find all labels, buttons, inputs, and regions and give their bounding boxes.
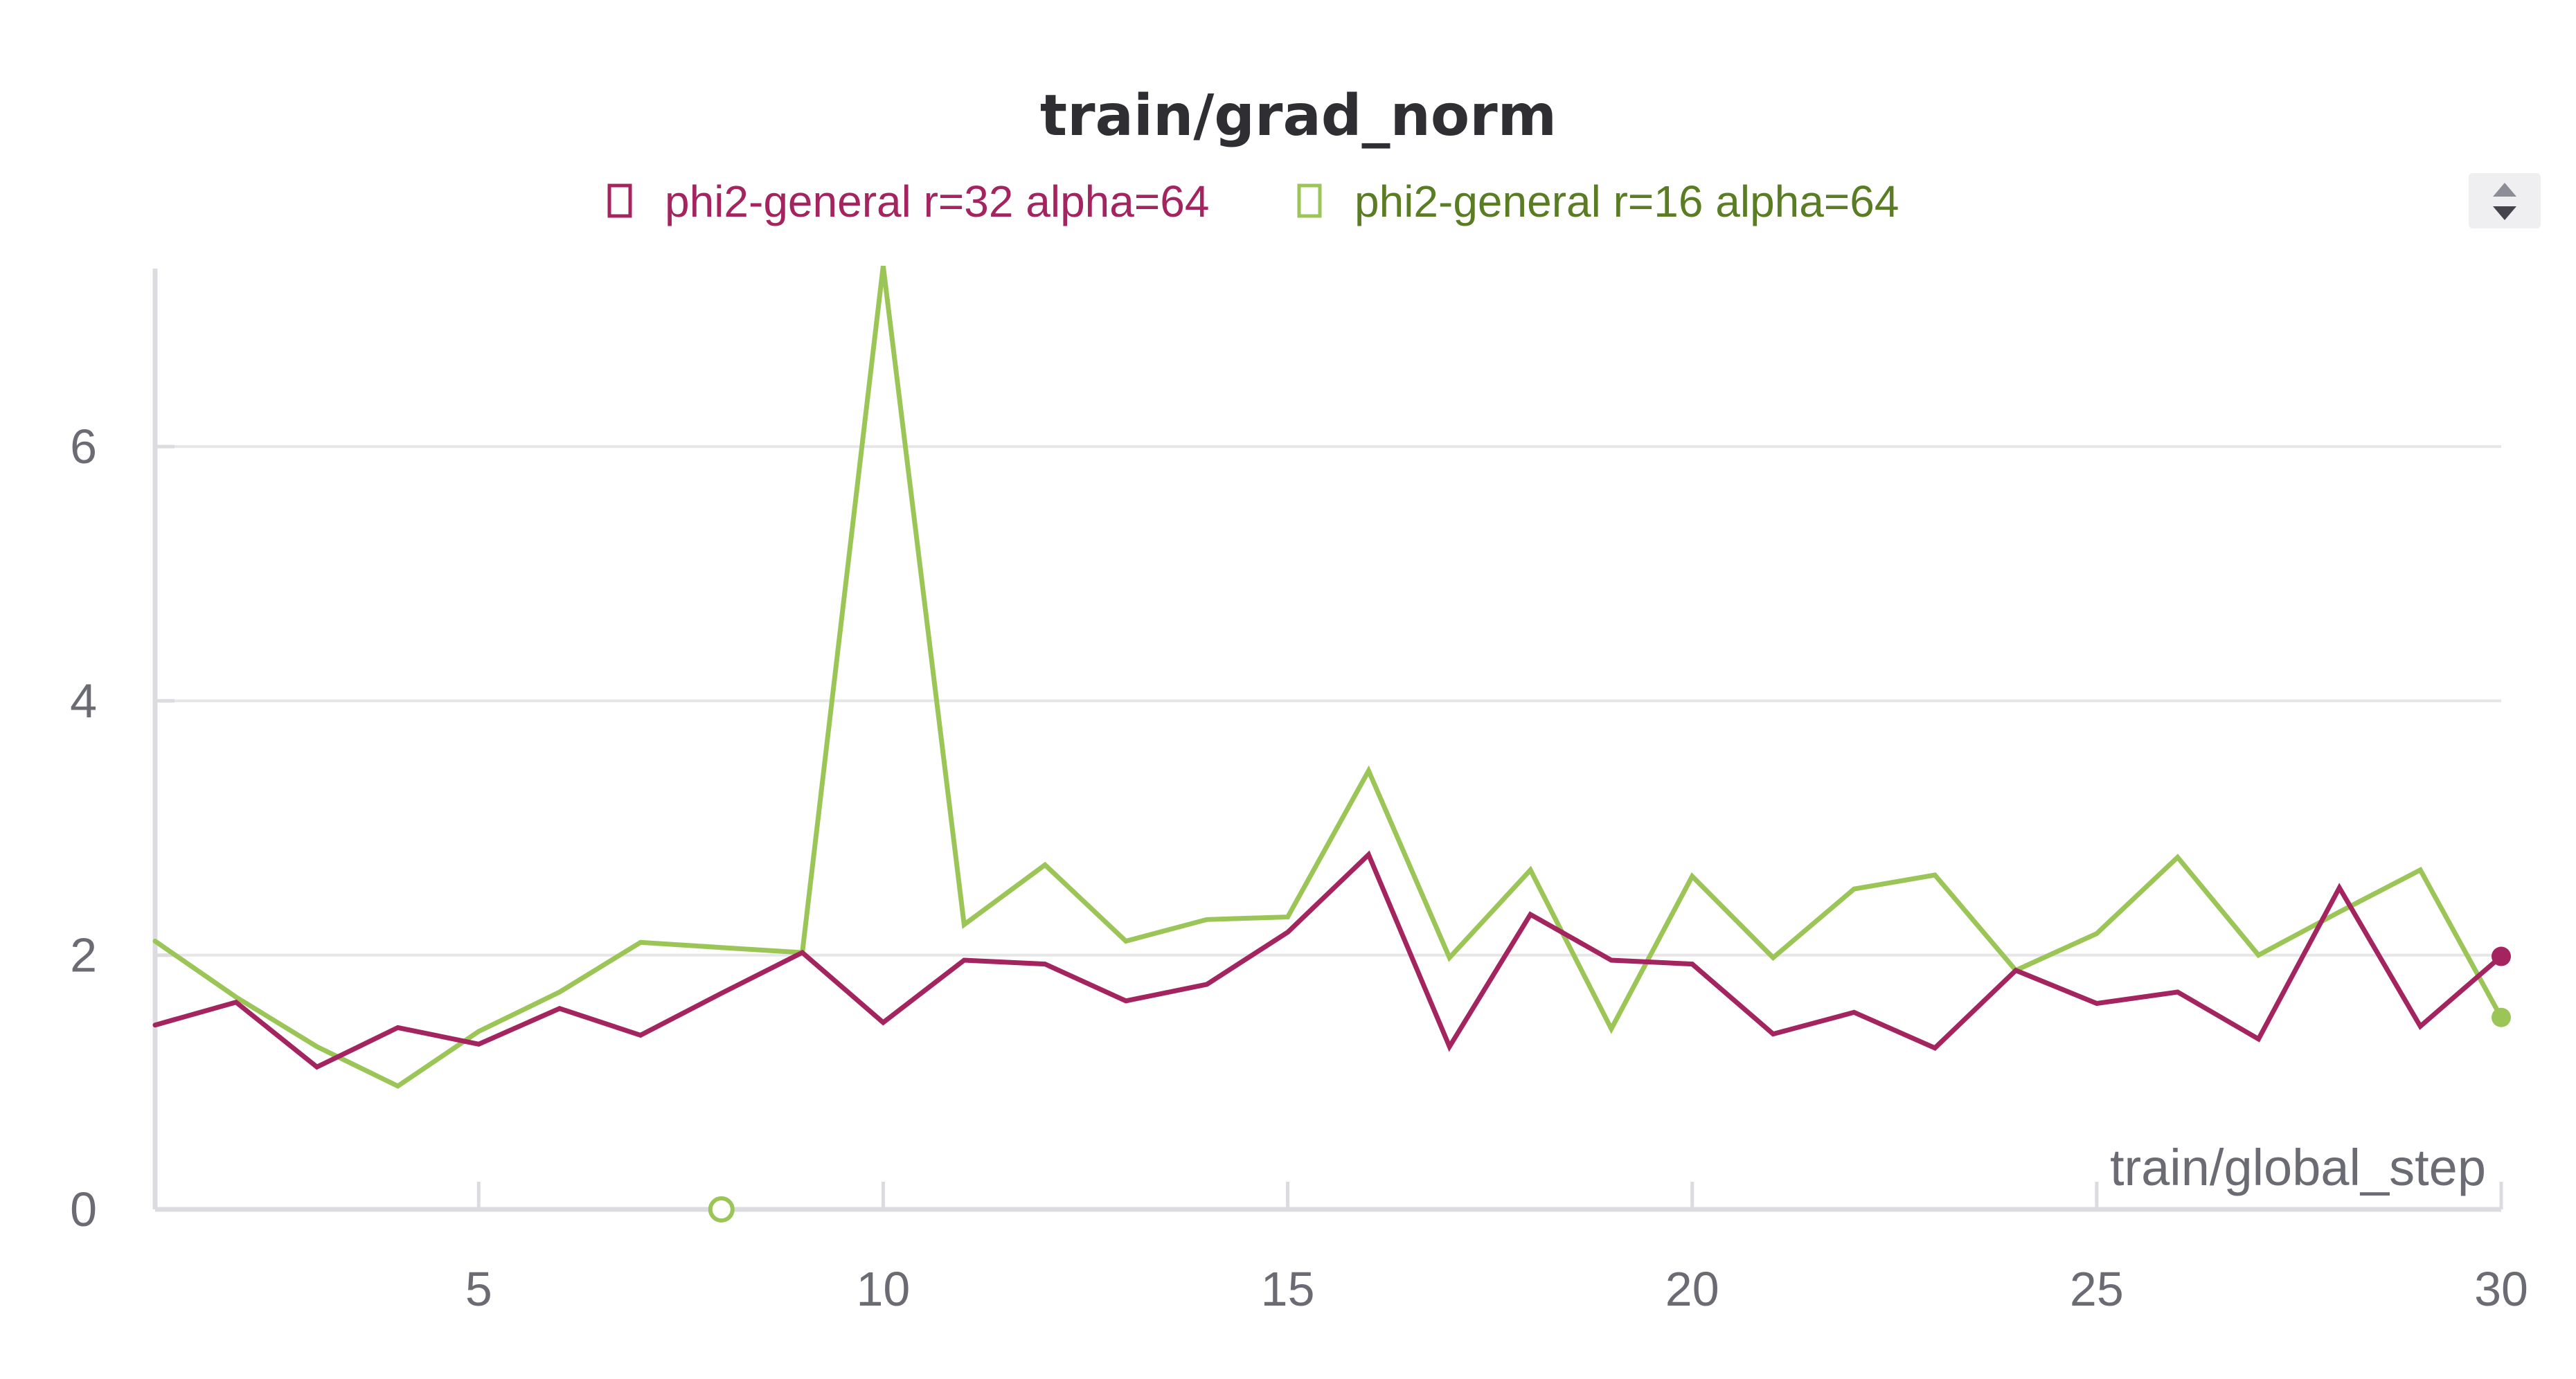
- legend-label-1: phi2-general r=16 alpha=64: [1354, 177, 1899, 226]
- y-axis-ticks: 0 2 4 6: [70, 420, 175, 1236]
- series-end-point-1: [2492, 1007, 2511, 1027]
- y-tick-label-2: 4: [70, 674, 97, 728]
- chevron-up-icon[interactable]: [2493, 183, 2516, 197]
- marker-point-0: [708, 1196, 735, 1223]
- legend-swatch-1: [1297, 183, 1322, 218]
- legend-swatch-0: [607, 183, 632, 218]
- y-tick-label-1: 2: [70, 928, 97, 982]
- series-end-point-0: [2492, 946, 2511, 966]
- legend-scroll-box[interactable]: [2469, 173, 2541, 228]
- x-axis-ticks: 5 10 15 20 25 30: [465, 1182, 2528, 1316]
- x-tick-label-1: 10: [857, 1262, 911, 1316]
- y-tick-label-0: 0: [70, 1182, 97, 1236]
- x-axis-label: train/global_step: [2110, 1139, 2486, 1196]
- x-tick-label-5: 30: [2474, 1262, 2528, 1316]
- legend-scroll-control[interactable]: [2469, 173, 2541, 228]
- series-line-1: [152, 265, 2504, 1089]
- series-line-0: [152, 850, 2504, 1070]
- chevron-down-icon[interactable]: [2493, 206, 2516, 220]
- grid: [155, 445, 2501, 957]
- axes: [152, 269, 2501, 1212]
- series-layer: [152, 265, 2511, 1223]
- legend-label-0: phi2-general r=32 alpha=64: [665, 177, 1209, 226]
- x-tick-label-4: 25: [2070, 1262, 2124, 1316]
- chart-title: train/grad_norm: [1040, 83, 1557, 149]
- x-tick-label-0: 5: [465, 1262, 492, 1316]
- legend: phi2-general r=32 alpha=64 phi2-general r…: [607, 177, 1899, 226]
- y-tick-label-3: 6: [70, 420, 97, 474]
- x-tick-label-2: 15: [1261, 1262, 1315, 1316]
- x-tick-label-3: 20: [1665, 1262, 1719, 1316]
